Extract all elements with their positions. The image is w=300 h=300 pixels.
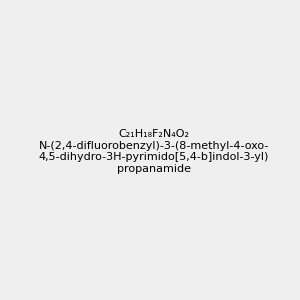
Text: C₂₁H₁₈F₂N₄O₂
N-(2,4-difluorobenzyl)-3-(8-methyl-4-oxo-
4,5-dihydro-3H-pyrimido[5: C₂₁H₁₈F₂N₄O₂ N-(2,4-difluorobenzyl)-3-(8…	[39, 129, 269, 174]
